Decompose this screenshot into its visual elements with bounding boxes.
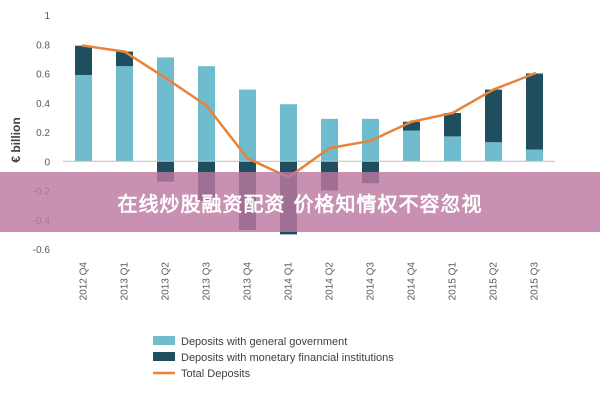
- x-tick-label: 2015 Q1: [448, 262, 459, 301]
- bar-general-government: [198, 66, 215, 162]
- bar-monetary-financial-institutions: [75, 45, 92, 75]
- bar-general-government: [239, 89, 256, 162]
- x-tick-label: 2014 Q2: [325, 262, 336, 301]
- total-deposits-point: [246, 156, 249, 160]
- x-tick-label: 2013 Q2: [161, 262, 172, 301]
- y-tick-label: 0.6: [36, 70, 50, 81]
- x-tick-label: 2014 Q3: [366, 262, 377, 301]
- y-tick-label: -0.6: [33, 245, 51, 256]
- y-tick-label: 1: [44, 11, 50, 22]
- y-tick-label: 0.2: [36, 128, 50, 139]
- y-axis-label: € billion: [9, 117, 23, 162]
- y-tick-label: 0: [44, 157, 50, 168]
- bar-general-government: [116, 66, 133, 162]
- bar-monetary-financial-institutions: [403, 121, 420, 131]
- bar-general-government: [526, 149, 543, 162]
- y-tick-label: 0.8: [36, 40, 50, 51]
- total-deposits-point: [82, 44, 85, 48]
- legend: Deposits with general government Deposits…: [153, 336, 394, 380]
- total-deposits-point: [492, 88, 495, 92]
- x-tick-label: 2014 Q1: [284, 262, 295, 301]
- bar-monetary-financial-institutions: [116, 51, 133, 67]
- overlay-banner: 在线炒股融资配资 价格知情权不容忽视: [0, 172, 600, 232]
- bar-general-government: [444, 136, 461, 162]
- legend-label: Deposits with general government: [181, 336, 347, 348]
- x-tick-label: 2012 Q4: [79, 262, 90, 301]
- total-deposits-point: [410, 120, 413, 124]
- total-deposits-line: [83, 44, 535, 179]
- x-tick-label: 2013 Q4: [243, 262, 254, 301]
- bar-monetary-financial-institutions: [526, 73, 543, 150]
- bar-general-government: [403, 130, 420, 162]
- total-deposits-point: [205, 104, 208, 108]
- bar-general-government: [75, 74, 92, 162]
- y-tick-label: 0.4: [36, 99, 50, 110]
- x-tick-label: 2013 Q3: [202, 262, 213, 301]
- legend-label: Deposits with monetary financial institu…: [181, 352, 394, 364]
- legend-swatch: [153, 352, 175, 361]
- bar-general-government: [321, 118, 338, 162]
- bar-general-government: [157, 57, 174, 162]
- x-tick-label: 2015 Q2: [489, 262, 500, 301]
- x-tick-label: 2014 Q4: [407, 262, 418, 301]
- bar-general-government: [280, 104, 297, 162]
- x-tick-label: 2013 Q1: [120, 262, 131, 301]
- total-deposits-point: [533, 72, 536, 75]
- total-deposits-point: [369, 139, 372, 143]
- total-deposits-point: [123, 50, 126, 54]
- x-tick-label: 2015 Q3: [530, 262, 541, 301]
- overlay-banner-text: 在线炒股融资配资 价格知情权不容忽视: [117, 191, 483, 216]
- bar-general-government: [485, 142, 502, 162]
- total-deposits-point: [451, 111, 454, 115]
- bar-monetary-financial-institutions: [444, 112, 461, 137]
- total-deposits-point: [164, 76, 167, 80]
- legend-label: Total Deposits: [181, 368, 251, 380]
- legend-swatch: [153, 336, 175, 345]
- bar-monetary-financial-institutions: [485, 89, 502, 143]
- total-deposits-point: [328, 146, 331, 150]
